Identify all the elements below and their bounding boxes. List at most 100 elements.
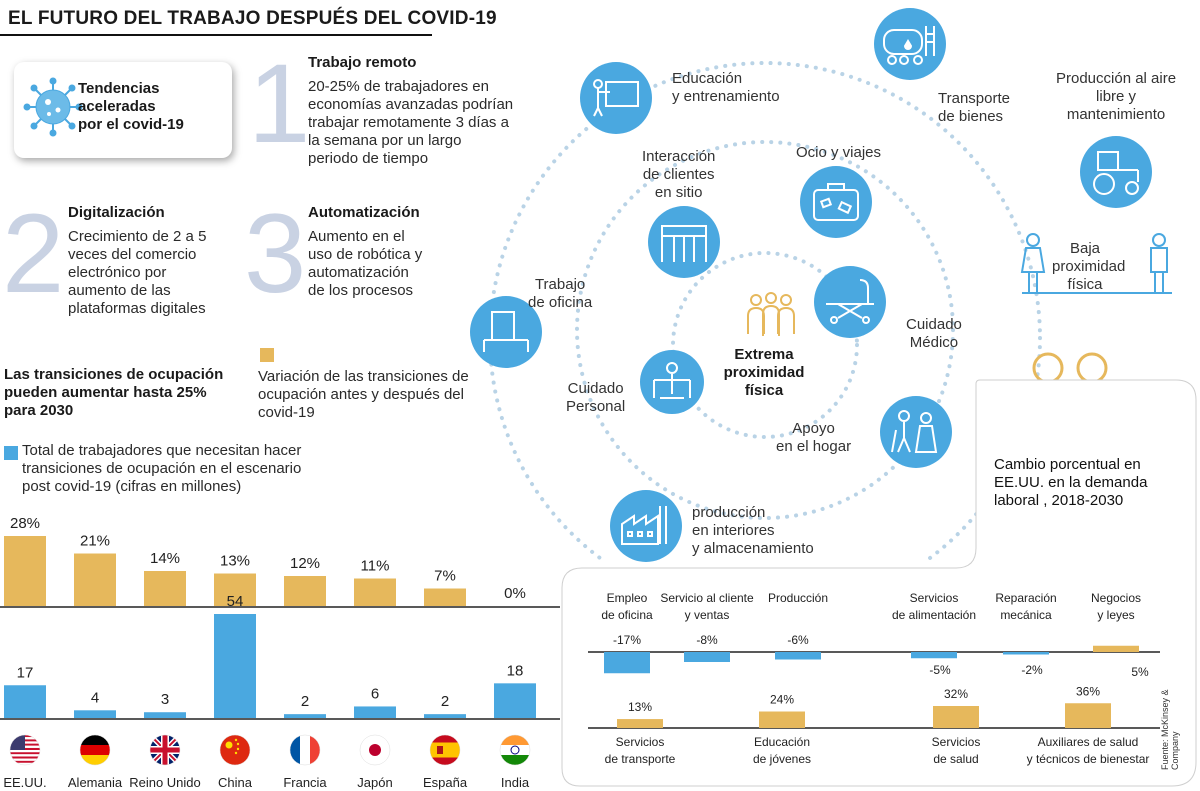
- us-flag-icon: [9, 734, 41, 766]
- source-note: Fuente: McKinsey & Company: [1160, 689, 1180, 770]
- gold-bar-label: 14%: [150, 550, 180, 567]
- us-demand-bar: [933, 706, 979, 728]
- low-proximity-line: [1022, 292, 1172, 294]
- transitions-heading: Las transiciones de ocupación pueden aume…: [4, 366, 224, 419]
- gold-bar: [424, 588, 466, 606]
- blue-bar-label: 6: [371, 685, 379, 702]
- gold-bar: [354, 578, 396, 606]
- label-home-support: Apoyo en el hogar: [776, 420, 852, 455]
- trend-number-1: 1: [248, 41, 311, 166]
- middle-ring: [575, 140, 955, 520]
- virus-icon: [23, 77, 83, 137]
- country-label: Alemania: [68, 775, 123, 790]
- blue-bar: [4, 685, 46, 718]
- japan-flag-icon: [359, 734, 391, 766]
- us-demand-category: de transporte: [605, 752, 676, 766]
- us-demand-category: Servicios: [932, 735, 981, 749]
- us-demand-title: Cambio porcentual en EE.UU. en la demanda…: [994, 456, 1148, 509]
- us-demand-category: Servicio al cliente: [660, 591, 754, 605]
- tractor-icon: [1080, 136, 1152, 208]
- label-low-proximity: Baja proximidad física: [1052, 240, 1126, 293]
- legend-gold-text: Variación de las transiciones de ocupació…: [258, 368, 469, 421]
- gold-bar: [284, 576, 326, 606]
- us-demand-value: -8%: [696, 633, 718, 647]
- us-demand-bar: [1093, 645, 1139, 652]
- blue-bar: [494, 683, 536, 718]
- legend-gold-swatch: [260, 348, 274, 362]
- us-demand-bar: [759, 711, 805, 728]
- us-demand-category: de salud: [933, 752, 978, 766]
- us-demand-bar: [1003, 652, 1049, 655]
- blue-bar: [354, 706, 396, 718]
- gold-bar-label: 12%: [290, 555, 320, 572]
- blue-bar: [284, 714, 326, 718]
- gold-bar: [144, 571, 186, 606]
- us-demand-bar: [604, 652, 650, 674]
- label-education: Educación y entrenamiento: [672, 70, 780, 105]
- label-office: Trabajo de oficina: [528, 276, 593, 311]
- spain-flag-icon: [429, 734, 461, 766]
- blue-bar: [144, 712, 186, 718]
- us-demand-bar: [775, 652, 821, 660]
- stretcher-icon: [814, 266, 886, 338]
- gold-bar: [4, 536, 46, 606]
- label-customer: Interacción de clientes en sitio: [642, 148, 716, 201]
- us-demand-value: 32%: [944, 687, 968, 701]
- factory-icon: [610, 490, 682, 562]
- label-medical: Cuidado Médico: [906, 316, 962, 351]
- counter-icon: [648, 206, 720, 278]
- country-bar-chart: 28% 17 EE.UU. 21% 4 Alemania 14% 3 Reino Unido 13…: [0, 515, 560, 790]
- gold-bar-label: 13%: [220, 553, 250, 570]
- blue-bar: [74, 710, 116, 718]
- uk-flag-icon: [149, 734, 181, 766]
- india-flag-icon: [499, 734, 531, 766]
- label-leisure: Ocio y viajes: [796, 144, 882, 161]
- trends-box-label: Tendencias aceleradas por el covid-19: [78, 80, 184, 133]
- legend-blue-swatch: [4, 446, 18, 460]
- label-personal-care: Cuidado Personal: [566, 380, 626, 415]
- us-demand-category: Producción: [768, 591, 828, 605]
- gold-bar-label: 0%: [504, 585, 526, 602]
- blue-bar-label: 4: [91, 689, 99, 706]
- us-demand-bar: [684, 652, 730, 662]
- suitcase-icon: [800, 166, 872, 238]
- us-demand-value: -5%: [929, 663, 951, 677]
- us-demand-category: de jóvenes: [753, 752, 811, 766]
- us-demand-category: Empleo: [607, 591, 648, 605]
- blue-bar-label: 18: [507, 662, 524, 679]
- title-rule: [0, 34, 432, 36]
- blue-bar: [214, 614, 256, 718]
- country-label: India: [501, 775, 530, 790]
- us-demand-category: Servicios: [616, 735, 665, 749]
- us-demand-category: Auxiliares de salud: [1038, 735, 1139, 749]
- country-label: Reino Unido: [129, 775, 201, 790]
- blue-bar-label: 2: [441, 693, 449, 710]
- legend-blue-text: Total de trabajadores que necesitan hace…: [22, 442, 302, 495]
- us-demand-category: de oficina: [601, 608, 653, 622]
- us-demand-value: -6%: [787, 633, 809, 647]
- us-demand-value: 24%: [770, 693, 794, 707]
- country-label: EE.UU.: [3, 775, 46, 790]
- us-demand-category: de alimentación: [892, 608, 976, 622]
- blue-bar: [424, 714, 466, 718]
- gold-bar: [214, 573, 256, 606]
- us-demand-category: y leyes: [1097, 608, 1134, 622]
- trend-1-heading: Trabajo remoto: [308, 54, 417, 71]
- us-demand-value: 5%: [1131, 665, 1149, 679]
- us-demand-value: 13%: [628, 700, 652, 714]
- gold-bar-label: 11%: [361, 558, 390, 575]
- label-extreme-proximity: Extrema proximidad física: [723, 346, 805, 399]
- label-outdoor: Producción al aire libre y mantenimiento: [1056, 70, 1177, 123]
- country-label: Francia: [283, 775, 327, 790]
- us-demand-value: -17%: [613, 633, 641, 647]
- trend-2-text: Crecimiento de 2 a 5 veces del comercio el…: [68, 228, 207, 317]
- inner-ring: [671, 251, 859, 439]
- us-demand-category: Servicios: [910, 591, 959, 605]
- us-demand-category: Reparación: [995, 591, 1056, 605]
- us-demand-bar: [1065, 703, 1111, 728]
- blue-bar-label: 3: [161, 691, 169, 708]
- page-title: EL FUTURO DEL TRABAJO DESPUÉS DEL COVID-…: [8, 8, 497, 29]
- label-indoor: producción en interiores y almacenamiento: [692, 504, 814, 557]
- us-demand-bar: [911, 652, 957, 659]
- germany-flag-icon: [79, 734, 111, 766]
